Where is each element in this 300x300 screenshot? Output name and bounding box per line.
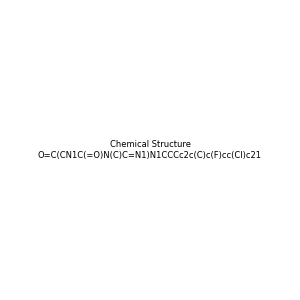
Text: Chemical Structure
O=C(CN1C(=O)N(C)C=N1)N1CCCc2c(C)c(F)cc(Cl)c21: Chemical Structure O=C(CN1C(=O)N(C)C=N1)…	[38, 140, 262, 160]
